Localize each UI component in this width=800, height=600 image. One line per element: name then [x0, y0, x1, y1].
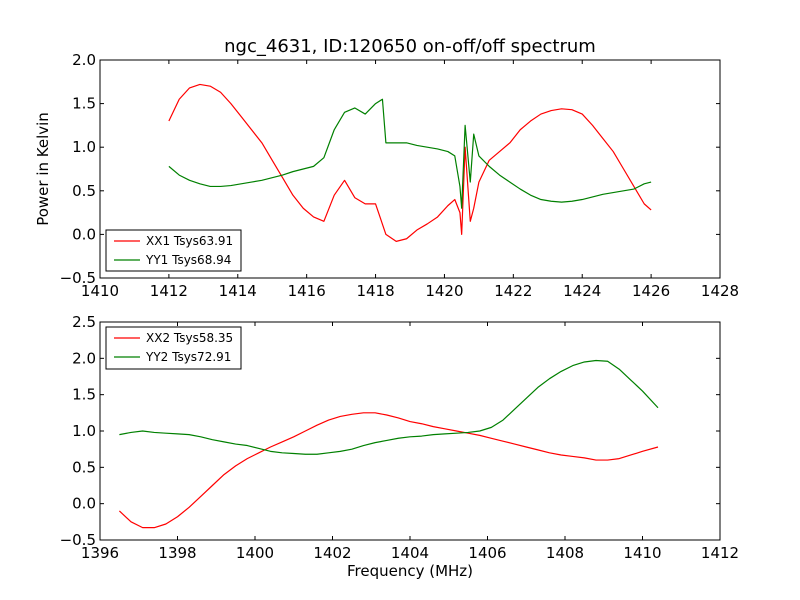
- x-tick-label: 1412: [150, 282, 188, 300]
- y-tick-label: 0.0: [72, 225, 96, 243]
- x-tick-label: 1396: [81, 544, 119, 562]
- series-line-xx1: [168, 83, 652, 242]
- y-tick-label: 1.5: [72, 386, 96, 404]
- bottom-x-axis-label: Frequency (MHz): [347, 562, 473, 580]
- plot-frame: [99, 59, 721, 279]
- series-line-yy2: [119, 359, 659, 455]
- y-tick-label: 0.5: [72, 182, 96, 200]
- series-line-xx2: [118, 412, 659, 529]
- y-tick-label: 2.0: [72, 349, 96, 367]
- x-tick-label: 1410: [81, 282, 119, 300]
- legend-label: XX2 Tsys58.35: [146, 331, 233, 345]
- legend: XX1 Tsys63.91 YY1 Tsys68.94: [105, 229, 242, 272]
- x-tick-label: 1404: [391, 544, 429, 562]
- legend: XX2 Tsys58.35 YY2 Tsys72.91: [105, 326, 242, 370]
- y-tick-label: 1.0: [72, 138, 96, 156]
- x-tick-label: 1426: [632, 282, 670, 300]
- legend-box: [105, 326, 242, 370]
- y-tick-label: −0.5: [60, 531, 96, 549]
- y-tick-label: 2.0: [72, 51, 96, 69]
- figure-title: ngc_4631, ID:120650 on-off/off spectrum: [224, 36, 596, 57]
- x-tick-label: 1410: [623, 544, 661, 562]
- x-tick-label: 1416: [288, 282, 326, 300]
- x-tick-label: 1414: [219, 282, 257, 300]
- x-tick-label: 1428: [701, 282, 739, 300]
- bottom-panel: 1396 1398 1400 1402 1404 1406 1408 1410 1412 −0.5…: [60, 313, 740, 562]
- legend-label: YY1 Tsys68.94: [145, 253, 231, 267]
- x-tick-label: 1400: [236, 544, 274, 562]
- y-tick-label: 2.5: [72, 313, 96, 331]
- legend-label: YY2 Tsys72.91: [145, 350, 231, 364]
- y-tick-label: 0.0: [72, 495, 96, 513]
- x-tick-label: 1424: [563, 282, 601, 300]
- series-group: [168, 83, 652, 242]
- y-tick-label: 1.0: [72, 422, 96, 440]
- x-tick-label: 1418: [356, 282, 394, 300]
- top-panel: 1410 1412 1414 1416 1418 1420 1422 1424 1426 1428…: [60, 51, 740, 300]
- x-tick-label: 1402: [313, 544, 351, 562]
- x-tick-label: 1422: [494, 282, 532, 300]
- legend-box: [105, 229, 242, 272]
- series-line-yy1: [168, 98, 652, 209]
- y-tick-label: 0.5: [72, 458, 96, 476]
- x-tick-label: 1420: [425, 282, 463, 300]
- x-tick-label: 1412: [701, 544, 739, 562]
- top-y-axis-label: Power in Kelvin: [34, 112, 52, 226]
- x-tick-label: 1408: [546, 544, 584, 562]
- y-tick-label: 1.5: [72, 95, 96, 113]
- series-group: [118, 359, 659, 529]
- x-tick-label: 1406: [468, 544, 506, 562]
- x-tick-label: 1398: [158, 544, 196, 562]
- legend-label: XX1 Tsys63.91: [146, 234, 233, 248]
- y-tick-label: −0.5: [60, 269, 96, 287]
